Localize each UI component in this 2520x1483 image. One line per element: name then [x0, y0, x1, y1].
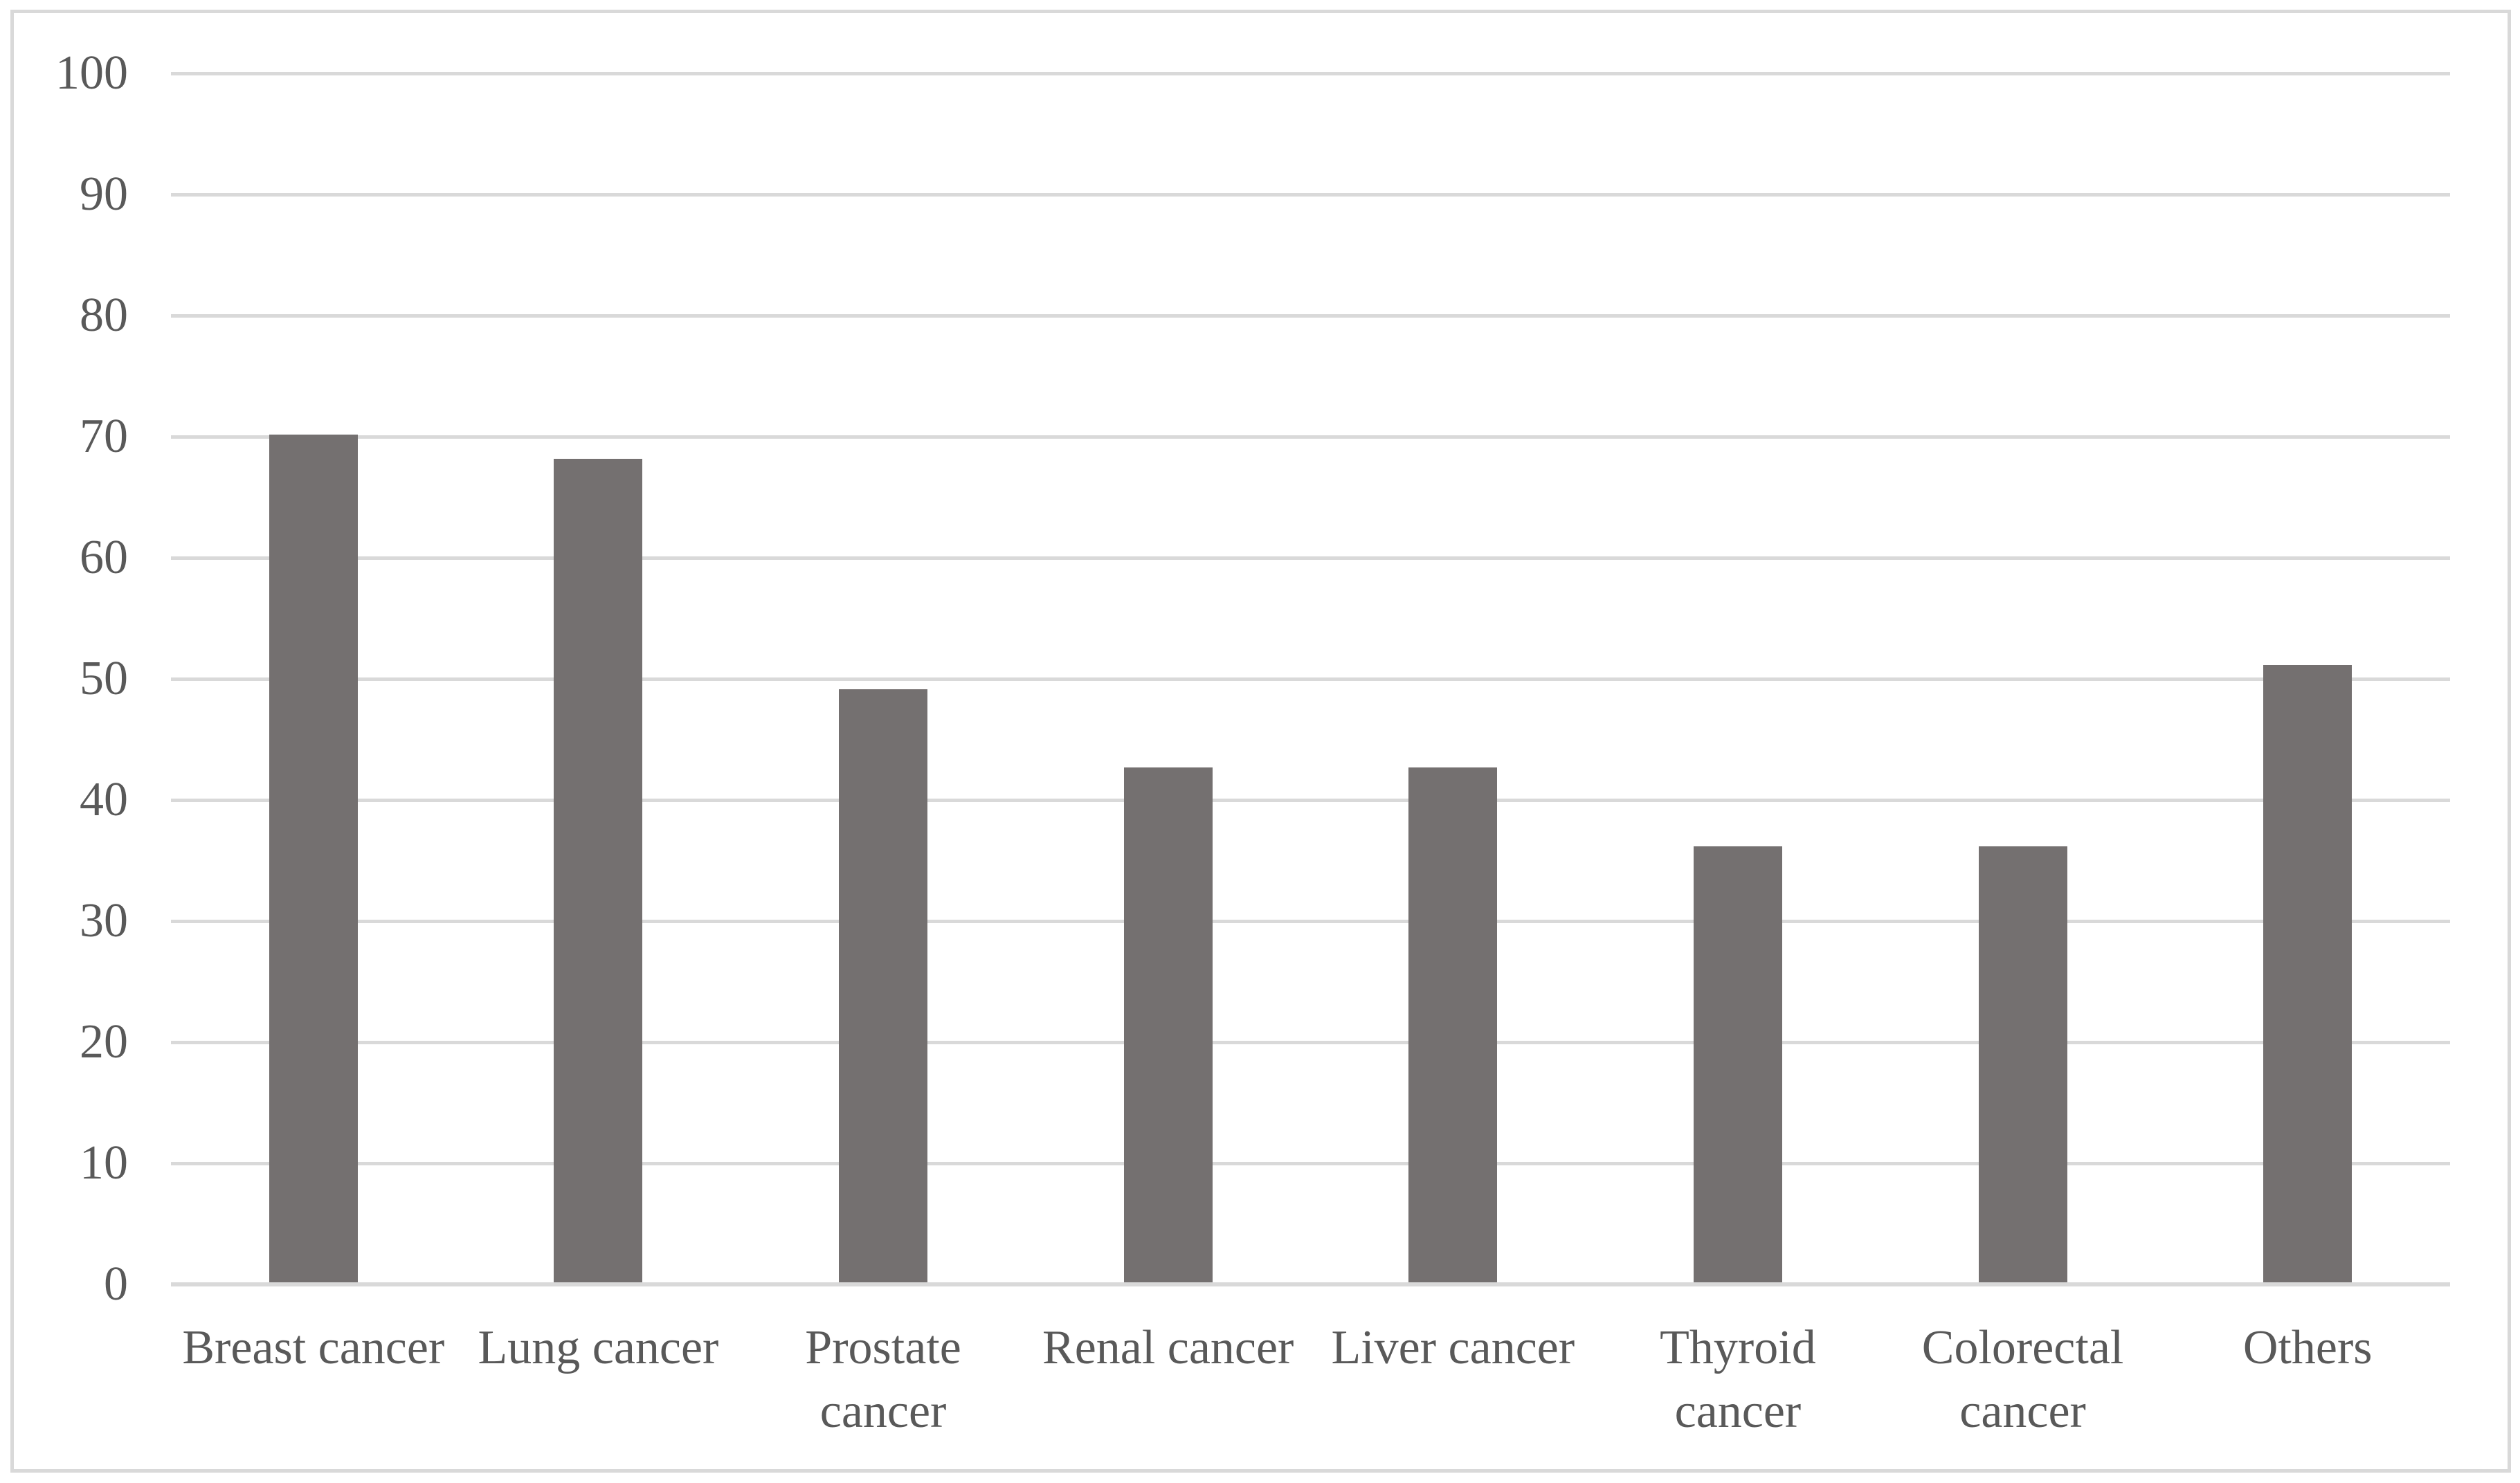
y-tick-label: 50 — [80, 652, 128, 705]
gridline — [171, 556, 2450, 560]
y-tick-label: 100 — [55, 46, 128, 100]
gridline — [171, 798, 2450, 802]
gridline — [171, 313, 2450, 318]
x-axis-baseline — [171, 1282, 2450, 1286]
gridline — [171, 71, 2450, 75]
bar-renal-cancer — [1123, 767, 1213, 1282]
y-tick-label: 90 — [80, 167, 128, 221]
x-category-label: Liver cancer — [1331, 1321, 1575, 1374]
y-tick-label: 40 — [80, 773, 128, 826]
gridline — [171, 1161, 2450, 1165]
x-category-label: Breast cancer — [182, 1321, 445, 1374]
bar-thyroid-cancer — [1693, 846, 1782, 1282]
y-tick-label: 20 — [80, 1015, 128, 1068]
bar-lung-cancer — [554, 459, 643, 1282]
x-category-label: Others — [2242, 1321, 2373, 1374]
y-tick-label: 70 — [80, 410, 128, 463]
bar-others — [2263, 664, 2353, 1282]
bar-prostate-cancer — [839, 689, 928, 1282]
y-tick-label: 10 — [80, 1136, 128, 1190]
x-category-label: Thyroid cancer — [1660, 1321, 1816, 1438]
gridline — [171, 192, 2450, 197]
x-category-label: Colorectal cancer — [1921, 1321, 2124, 1438]
y-tick-label: 0 — [104, 1257, 128, 1311]
gridline — [171, 1040, 2450, 1044]
y-tick-label: 60 — [80, 531, 128, 584]
bar-liver-cancer — [1408, 767, 1498, 1282]
x-category-label: Lung cancer — [478, 1321, 719, 1374]
bar-breast-cancer — [269, 435, 358, 1282]
x-category-label: Prostate cancer — [805, 1321, 961, 1438]
gridline — [171, 435, 2450, 439]
bar-colorectal-cancer — [1978, 846, 2067, 1282]
x-category-label: Renal cancer — [1042, 1321, 1294, 1374]
y-tick-label: 80 — [80, 289, 128, 342]
gridline — [171, 677, 2450, 681]
gridline — [171, 919, 2450, 923]
y-tick-label: 30 — [80, 894, 128, 947]
chart-frame-border — [10, 10, 2511, 1473]
